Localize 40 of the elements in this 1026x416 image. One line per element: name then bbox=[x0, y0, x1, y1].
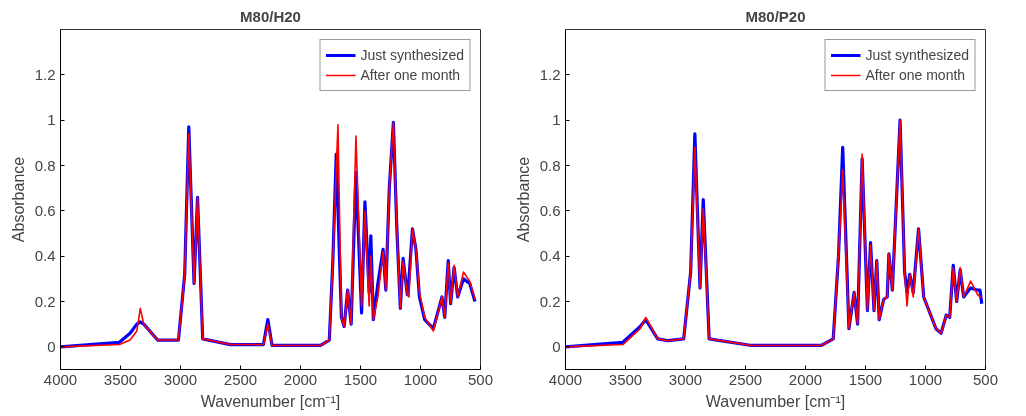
x-tick-label: 4000 bbox=[548, 370, 583, 388]
x-tick-label: 500 bbox=[972, 370, 999, 388]
y-tick-label: 0.2 bbox=[34, 292, 56, 310]
y-tick-label: 0.6 bbox=[34, 201, 56, 219]
legend-label: After one month bbox=[865, 67, 966, 83]
y-tick-label: 0.2 bbox=[539, 292, 561, 310]
x-tick-label: 500 bbox=[467, 370, 494, 388]
x-tick-label: 2000 bbox=[283, 370, 318, 388]
y-tick-label: 1.2 bbox=[539, 65, 561, 83]
y-tick-label: 0.6 bbox=[539, 201, 561, 219]
y-tick-label: 0.8 bbox=[34, 156, 56, 174]
x-tick-label: 3500 bbox=[608, 370, 643, 388]
x-tick-label: 4000 bbox=[43, 370, 78, 388]
x-tick-label: 3000 bbox=[668, 370, 703, 388]
legend-label: Just synthesized bbox=[360, 47, 464, 63]
x-axis-title: Wavenumber [cm⁻¹] bbox=[705, 392, 846, 410]
x-tick-label: 1500 bbox=[343, 370, 378, 388]
x-tick-label: 1500 bbox=[848, 370, 883, 388]
y-tick-label: 1 bbox=[47, 111, 56, 129]
y-tick-label: 0 bbox=[552, 337, 561, 355]
legend-label: After one month bbox=[360, 67, 461, 83]
legend-label: Just synthesized bbox=[865, 47, 969, 63]
y-axis-title: Absorbance bbox=[9, 156, 27, 243]
x-axis-title: Wavenumber [cm⁻¹] bbox=[200, 392, 341, 410]
y-tick-label: 0 bbox=[47, 337, 56, 355]
x-tick-label: 1000 bbox=[403, 370, 438, 388]
y-tick-label: 0.4 bbox=[34, 247, 56, 265]
x-tick-label: 2000 bbox=[788, 370, 823, 388]
x-tick-label: 2500 bbox=[728, 370, 763, 388]
x-tick-label: 1000 bbox=[908, 370, 943, 388]
x-tick-label: 2500 bbox=[223, 370, 258, 388]
y-tick-label: 1 bbox=[552, 111, 561, 129]
x-tick-label: 3500 bbox=[103, 370, 138, 388]
y-tick-label: 1.2 bbox=[34, 65, 56, 83]
y-tick-label: 0.8 bbox=[539, 156, 561, 174]
chart-title: M80/P20 bbox=[745, 7, 806, 25]
y-tick-label: 0.4 bbox=[539, 247, 561, 265]
y-axis-title: Absorbance bbox=[514, 156, 532, 243]
x-tick-label: 3000 bbox=[163, 370, 198, 388]
chart-title: M80/H20 bbox=[240, 7, 301, 25]
